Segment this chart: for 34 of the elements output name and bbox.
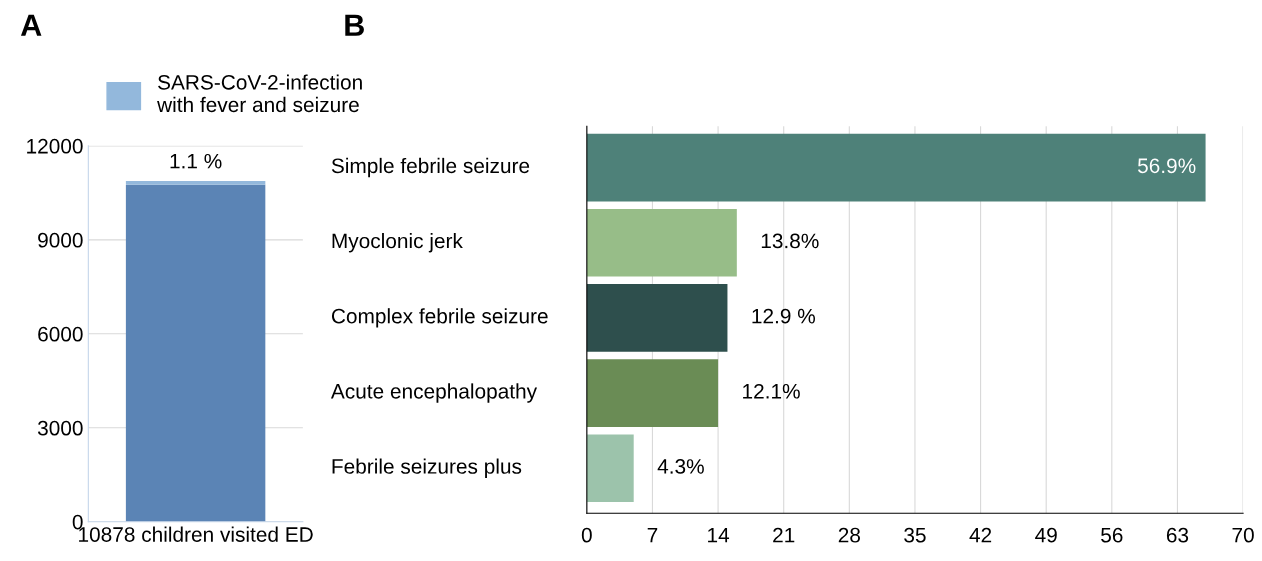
y-tick-label: Complex febrile seizure xyxy=(331,308,548,328)
x-tick-label: 70 xyxy=(1232,527,1254,543)
y-tick-label: 12000 xyxy=(27,138,83,154)
y-tick-label: 9000 xyxy=(38,232,83,248)
x-tick-label: 21 xyxy=(773,527,795,543)
y-tick-label: Simple febrile seizure xyxy=(331,157,530,178)
annotation: 56.9% xyxy=(1137,158,1196,174)
x-tick-label: 49 xyxy=(1035,527,1057,543)
x-tick-label: 0 xyxy=(581,527,592,543)
x-tick-label: 7 xyxy=(647,527,658,543)
bar xyxy=(586,359,719,427)
annotation: 12.9 % xyxy=(752,308,816,324)
bar xyxy=(586,284,728,352)
x-tick-label: 35 xyxy=(904,527,926,543)
annotation: 13.8% xyxy=(761,233,819,249)
x-tick-label: 14 xyxy=(708,527,730,543)
x-tick-label: 63 xyxy=(1166,527,1189,543)
y-tick-label: Myoclonic jerk xyxy=(332,233,463,253)
annotation: 12.1% xyxy=(743,383,800,399)
x-tick-label: 42 xyxy=(969,527,992,543)
x-tick-label: 56 xyxy=(1101,527,1123,543)
annotation: 4.3% xyxy=(657,459,704,474)
bar xyxy=(586,208,737,277)
y-tick-label: 6000 xyxy=(38,326,83,342)
y-tick-label: 3000 xyxy=(37,420,83,436)
bar xyxy=(586,434,634,503)
chart-title: A xyxy=(20,14,42,36)
x-tick-label: 28 xyxy=(838,527,861,543)
annotation: 1.1 % xyxy=(170,153,222,169)
y-tick-label: Febrile seizures plus xyxy=(332,458,522,478)
chart-title: B xyxy=(345,14,364,36)
y-tick-label: Acute encephalopathy xyxy=(330,383,538,403)
legend-label: SARS-CoV-2-infection with fever and seizure xyxy=(157,74,362,113)
bar xyxy=(586,133,1206,202)
